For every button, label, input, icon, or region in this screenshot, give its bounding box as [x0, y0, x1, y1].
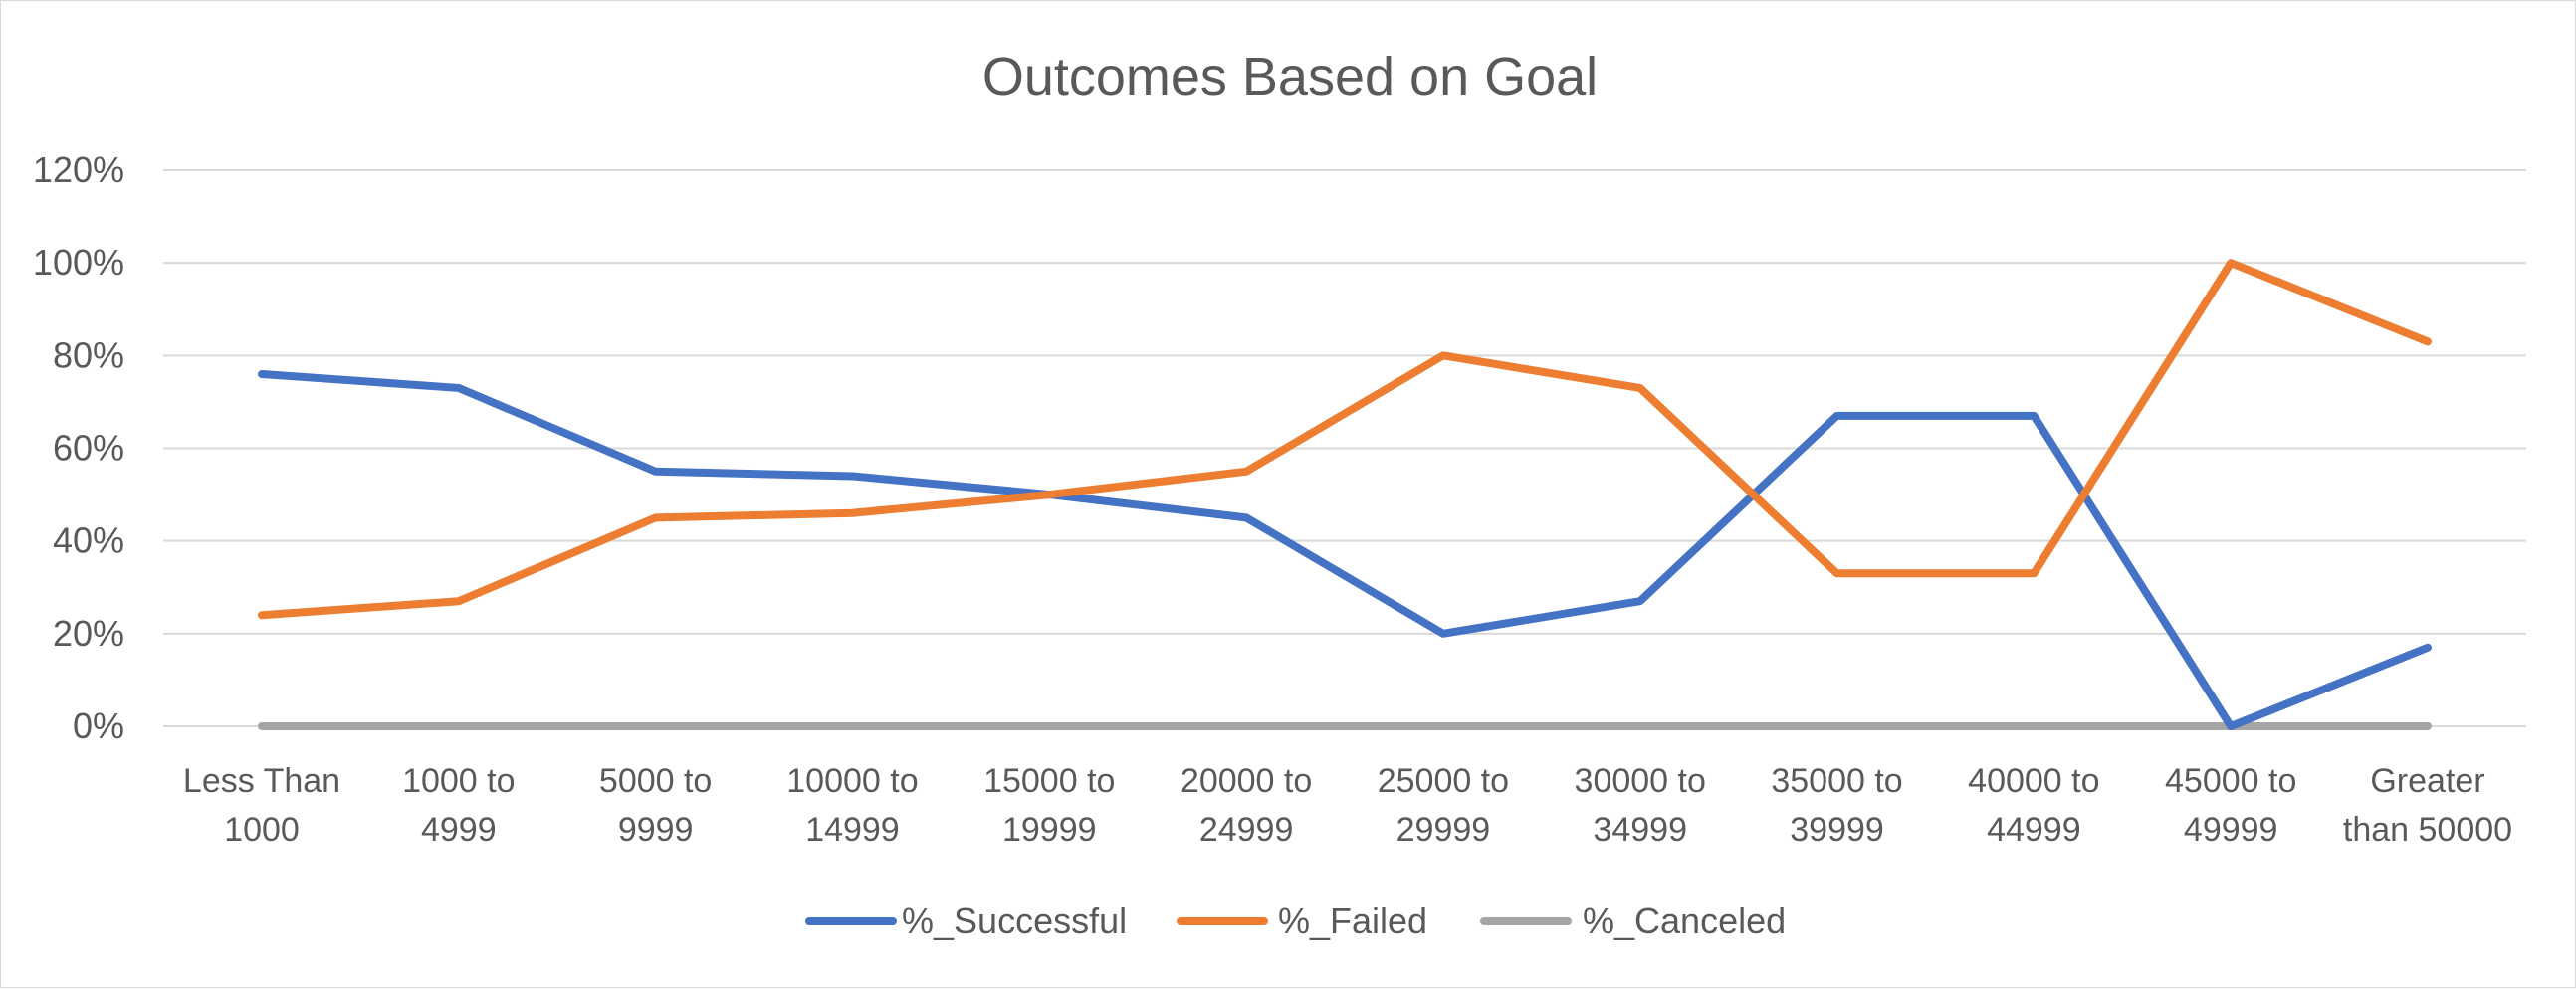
- x-tick-label: 40000 to 44999: [1968, 762, 2099, 849]
- x-axis-ticks: Less Than 1000 1000 to 4999 5000 to 9999 10000…: [183, 762, 2512, 849]
- y-tick-label: 20%: [53, 613, 124, 654]
- series-lines: [258, 259, 2432, 730]
- y-axis-ticks: 0% 20% 40% 60% 80% 100% 120%: [33, 149, 124, 746]
- y-tick-label: 80%: [53, 334, 124, 375]
- chart-title: Outcomes Based on Goal: [982, 47, 1598, 106]
- series-line-successful: [258, 369, 2432, 730]
- x-tick-label: 20000 to 24999: [1181, 762, 1312, 849]
- series-line-failed: [258, 259, 2432, 620]
- x-tick-label: 1000 to 4999: [402, 762, 515, 849]
- legend: %_Successful %_Failed %_Canceled: [805, 900, 1786, 941]
- x-tick-label: 10000 to 14999: [786, 762, 918, 849]
- legend-label: %_Canceled: [1583, 900, 1786, 941]
- legend-label: %_Failed: [1278, 900, 1427, 941]
- x-tick-label: 15000 to 19999: [983, 762, 1115, 849]
- x-tick-label: 45000 to 49999: [2165, 762, 2296, 849]
- legend-label: %_Successful: [902, 900, 1127, 941]
- x-tick-label: Greater than 50000: [2343, 762, 2512, 849]
- y-tick-label: 40%: [53, 520, 124, 561]
- x-tick-label: 30000 to 34999: [1575, 762, 1706, 849]
- x-tick-label: 35000 to 39999: [1771, 762, 1902, 849]
- y-tick-label: 100%: [33, 242, 124, 283]
- x-tick-label: 5000 to 9999: [599, 762, 712, 849]
- y-tick-label: 120%: [33, 149, 124, 190]
- x-tick-label: 25000 to 29999: [1378, 762, 1509, 849]
- y-tick-label: 0%: [73, 705, 124, 746]
- x-tick-label: Less Than 1000: [183, 762, 340, 849]
- y-tick-label: 60%: [53, 428, 124, 469]
- gridlines: [163, 169, 2526, 727]
